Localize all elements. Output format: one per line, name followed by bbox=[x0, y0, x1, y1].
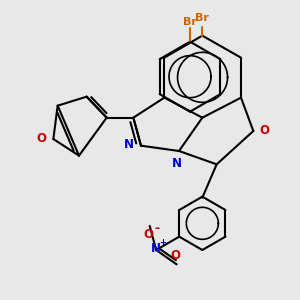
Text: O: O bbox=[259, 124, 269, 137]
Text: Br: Br bbox=[183, 17, 197, 27]
Text: +: + bbox=[159, 238, 166, 247]
Text: Br: Br bbox=[195, 13, 209, 23]
Text: O: O bbox=[170, 249, 180, 262]
Text: N: N bbox=[124, 137, 134, 151]
Text: N: N bbox=[151, 242, 161, 255]
Text: O: O bbox=[36, 133, 46, 146]
Text: -: - bbox=[154, 222, 160, 235]
Text: O: O bbox=[143, 228, 153, 241]
Text: N: N bbox=[172, 157, 182, 170]
